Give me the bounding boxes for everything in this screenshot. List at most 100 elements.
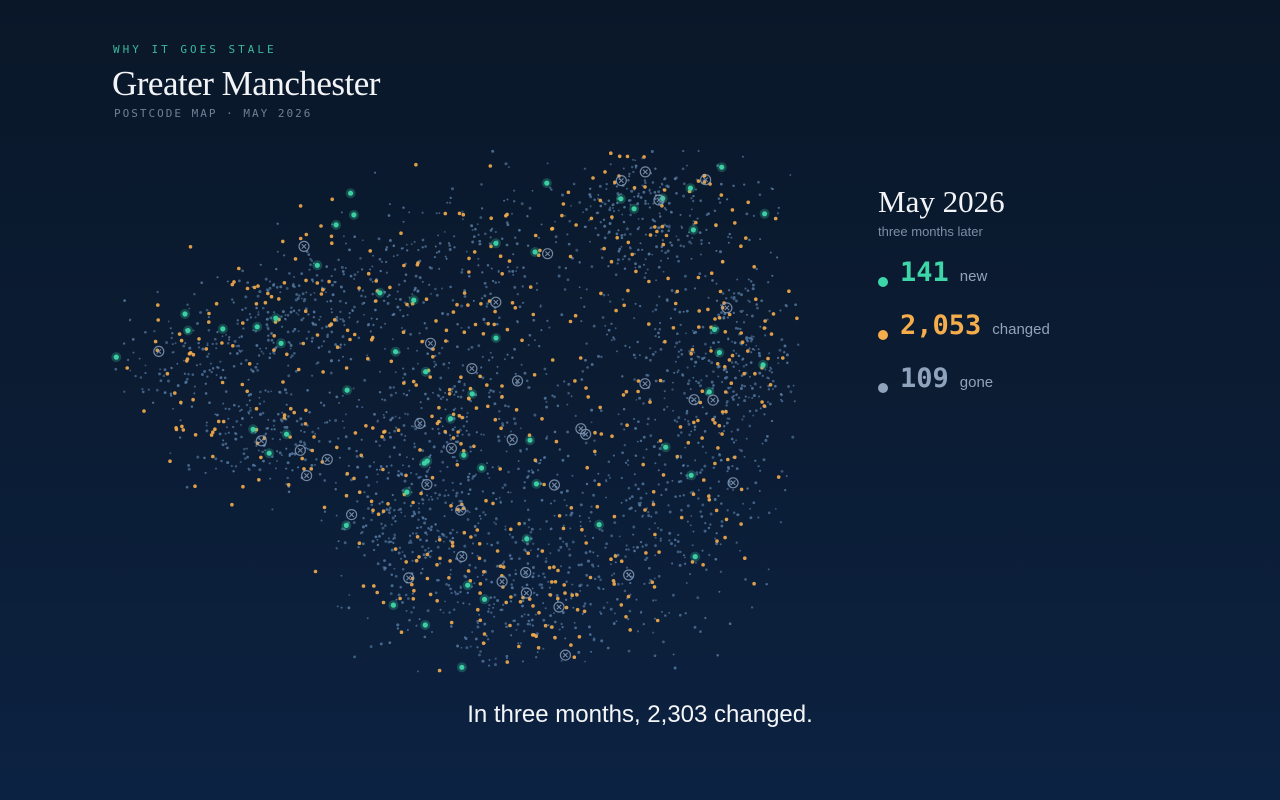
postcode-dot: [446, 201, 449, 204]
stat-value: 141: [900, 257, 949, 288]
postcode-dot: [579, 525, 582, 528]
changed-dot: [575, 607, 580, 612]
changed-dot: [472, 444, 476, 449]
postcode-dot: [255, 344, 259, 347]
postcode-dot: [671, 479, 674, 482]
postcode-dot: [452, 417, 456, 421]
postcode-dot: [434, 591, 438, 595]
postcode-dot: [378, 391, 382, 394]
postcode-dot: [349, 274, 353, 278]
postcode-dot: [654, 379, 658, 383]
postcode-dot: [740, 449, 743, 453]
postcode-dot: [666, 405, 669, 408]
changed-dot: [769, 332, 774, 336]
postcode-dot: [468, 488, 472, 491]
postcode-dot: [216, 330, 219, 334]
postcode-dot: [673, 544, 677, 547]
changed-dot: [501, 565, 506, 569]
postcode-dot: [482, 433, 485, 436]
changed-dot: [575, 593, 579, 597]
changed-dot: [715, 362, 720, 366]
postcode-dot: [599, 221, 602, 224]
changed-dot: [286, 483, 291, 487]
postcode-dot: [388, 641, 392, 645]
postcode-dot: [510, 500, 513, 503]
postcode-dot: [623, 589, 627, 593]
changed-dot: [374, 279, 379, 283]
postcode-dot: [634, 356, 637, 359]
postcode-dot: [235, 345, 238, 348]
changed-dot: [298, 236, 303, 241]
postcode-dot: [411, 457, 415, 461]
changed-dot: [626, 240, 631, 245]
postcode-dot: [644, 181, 647, 185]
gone-marker: [294, 444, 306, 456]
postcode-dot: [657, 527, 659, 529]
changed-dot: [613, 180, 617, 185]
postcode-dot: [485, 285, 488, 289]
postcode-dot: [225, 333, 228, 336]
postcode-dot: [374, 535, 378, 539]
postcode-dot: [506, 353, 509, 356]
postcode-dot: [330, 275, 333, 278]
postcode-dot: [495, 322, 499, 326]
postcode-dot: [580, 378, 584, 381]
postcode-dot: [248, 313, 251, 316]
postcode-dot: [783, 351, 786, 354]
changed-dot: [247, 362, 252, 366]
postcode-dot: [382, 413, 385, 416]
postcode-dot: [252, 463, 255, 467]
postcode-dot: [461, 364, 465, 367]
postcode-dot: [405, 393, 409, 397]
postcode-dot: [397, 509, 400, 512]
postcode-dot: [384, 540, 388, 543]
gone-cross: [523, 590, 529, 596]
postcode-dot: [671, 381, 674, 384]
postcode-dot: [513, 347, 516, 351]
changed-dot: [313, 569, 318, 574]
postcode-dot: [623, 233, 627, 236]
postcode-dot: [591, 563, 594, 567]
postcode-dot: [437, 234, 440, 237]
postcode-dot: [664, 614, 667, 617]
postcode-dot: [539, 304, 542, 307]
postcode-dot: [693, 351, 696, 354]
postcode-dot: [322, 404, 326, 407]
postcode-dot: [383, 438, 386, 442]
postcode-dot: [592, 324, 596, 328]
postcode-dot: [666, 184, 669, 187]
postcode-dot: [315, 362, 318, 365]
postcode-dot: [687, 231, 690, 234]
postcode-dot: [521, 285, 524, 288]
postcode-dot: [593, 439, 596, 442]
postcode-dot: [674, 495, 677, 498]
postcode-dot: [467, 492, 470, 496]
postcode-dot: [501, 422, 504, 425]
postcode-dot: [684, 612, 687, 615]
changed-dot: [322, 505, 327, 510]
postcode-dot: [344, 413, 347, 416]
postcode-dot: [533, 413, 537, 417]
postcode-dot: [731, 464, 734, 468]
postcode-dot: [549, 528, 552, 531]
postcode-dot: [583, 305, 586, 308]
postcode-dot: [477, 233, 480, 236]
changed-dot: [193, 484, 197, 489]
changed-dot: [482, 632, 487, 636]
changed-dot: [561, 526, 566, 531]
postcode-dot: [232, 364, 236, 368]
changed-dot: [720, 259, 725, 264]
postcode-dot: [565, 489, 569, 493]
postcode-dot: [609, 163, 612, 166]
postcode-dot: [591, 536, 595, 540]
postcode-dot: [235, 420, 239, 423]
postcode-dot: [365, 475, 368, 479]
postcode-dot: [249, 406, 252, 409]
postcode-dot: [622, 220, 626, 224]
postcode-dot: [270, 390, 273, 393]
postcode-dot: [436, 545, 440, 549]
postcode-dot: [268, 462, 271, 465]
postcode-dot: [585, 573, 589, 577]
postcode-dot: [573, 621, 576, 624]
